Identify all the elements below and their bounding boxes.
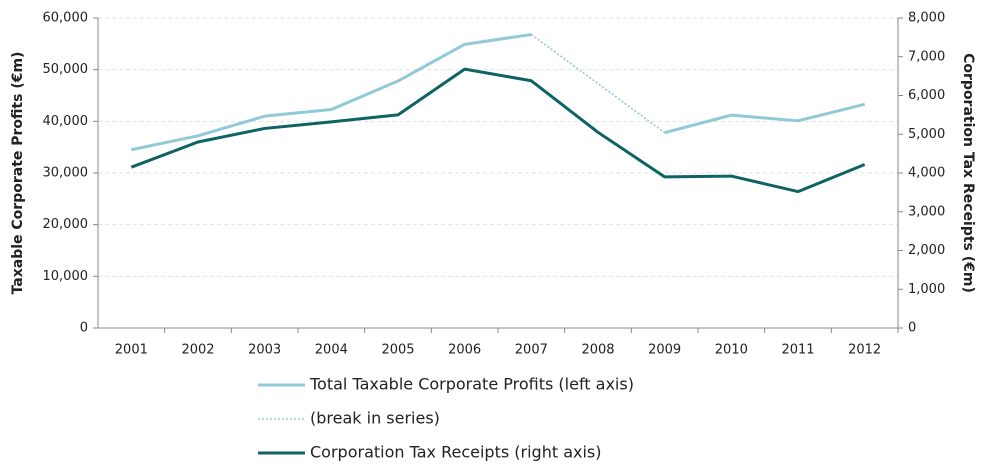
y2-tick-label: 7,000 bbox=[908, 49, 945, 64]
legend-label: Corporation Tax Receipts (right axis) bbox=[310, 443, 601, 462]
x-tick-label: 2002 bbox=[181, 343, 214, 358]
y2-tick-label: 0 bbox=[908, 321, 916, 336]
y2-tick-label: 6,000 bbox=[908, 88, 945, 103]
series-line bbox=[530, 33, 666, 134]
y2-tick-label: 5,000 bbox=[908, 127, 945, 142]
y-tick-label: 50,000 bbox=[43, 62, 89, 77]
x-tick-label: 2007 bbox=[515, 343, 548, 358]
x-tick-label: 2012 bbox=[848, 343, 881, 358]
y-tick-label: 30,000 bbox=[43, 166, 89, 181]
series-line bbox=[664, 102, 866, 135]
y2-tick-label: 8,000 bbox=[908, 11, 945, 26]
y-axis-label: Taxable Corporate Profits (€m) bbox=[10, 52, 26, 295]
x-tick-label: 2003 bbox=[248, 343, 281, 358]
x-tick-label: 2005 bbox=[381, 343, 414, 358]
series-line bbox=[130, 67, 866, 194]
x-tick-label: 2009 bbox=[648, 343, 681, 358]
series-line bbox=[131, 33, 532, 152]
y2-tick-label: 3,000 bbox=[908, 204, 945, 219]
y-tick-label: 20,000 bbox=[43, 217, 89, 232]
y-tick-label: 10,000 bbox=[43, 269, 89, 284]
legend-label: Total Taxable Corporate Profits (left ax… bbox=[309, 375, 634, 394]
x-tick-label: 2008 bbox=[581, 343, 614, 358]
y-tick-label: 0 bbox=[80, 321, 88, 336]
y2-axis-label: Corporation Tax Receipts (€m) bbox=[960, 53, 976, 293]
x-tick-label: 2004 bbox=[315, 343, 348, 358]
y2-tick-label: 1,000 bbox=[908, 282, 945, 297]
y-tick-label: 40,000 bbox=[43, 114, 89, 129]
x-tick-label: 2011 bbox=[781, 343, 814, 358]
legend-label: (break in series) bbox=[310, 409, 440, 428]
y2-tick-label: 2,000 bbox=[908, 243, 945, 258]
x-tick-label: 2006 bbox=[448, 343, 481, 358]
x-tick-label: 2010 bbox=[715, 343, 748, 358]
x-tick-label: 2001 bbox=[115, 343, 148, 358]
y-tick-label: 60,000 bbox=[43, 11, 89, 26]
y2-tick-label: 4,000 bbox=[908, 166, 945, 181]
